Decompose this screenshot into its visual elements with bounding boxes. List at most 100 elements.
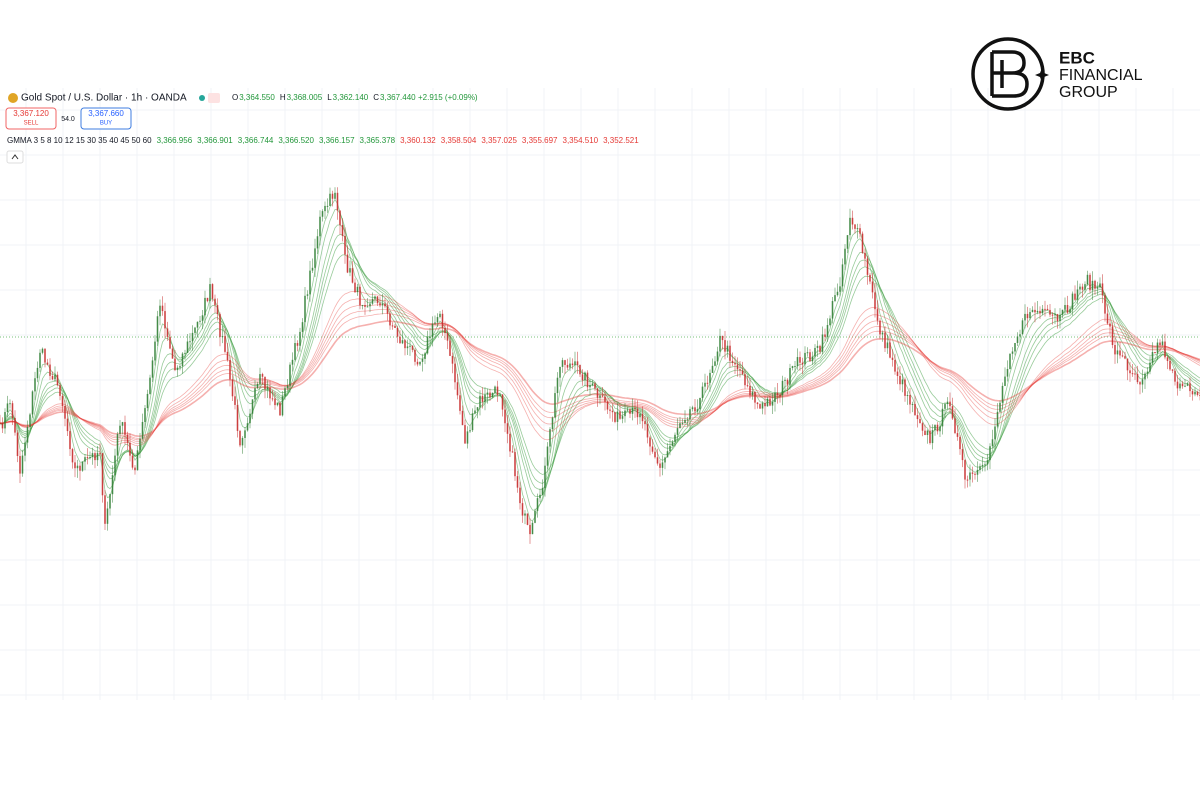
candle-body: [1016, 336, 1019, 343]
candle-body: [654, 451, 656, 458]
candle-body: [624, 410, 626, 417]
candle-body: [426, 337, 429, 354]
candle-body: [129, 442, 131, 456]
candle-body: [954, 418, 956, 434]
candle-body: [1044, 308, 1046, 310]
candle-body: [69, 431, 71, 450]
candle-body: [871, 281, 874, 293]
candle-body: [546, 446, 549, 466]
indicator-value: 3,352.521: [603, 136, 639, 145]
candle-body: [306, 294, 309, 296]
candle-body: [599, 395, 601, 398]
candle-body: [781, 380, 784, 396]
candle-body: [469, 430, 471, 432]
candle-body: [541, 487, 544, 495]
candle-body: [996, 411, 999, 427]
candle-body: [1074, 293, 1076, 300]
candle-body: [169, 336, 171, 349]
candle-body: [454, 363, 456, 383]
candle-body: [651, 446, 654, 452]
candle-body: [839, 286, 841, 292]
candle-body: [221, 336, 224, 338]
candle-body: [814, 347, 816, 357]
candle-body: [276, 402, 279, 406]
candle-body: [269, 387, 271, 399]
candle-body: [1056, 314, 1059, 322]
candle-body: [746, 385, 749, 387]
candle-body: [156, 316, 159, 342]
candle-body: [1081, 286, 1084, 290]
candle-body: [556, 377, 559, 394]
candle-body: [124, 422, 126, 435]
candle-body: [896, 371, 899, 376]
candle-body: [821, 334, 824, 352]
candle-body: [774, 392, 776, 403]
candle-body: [551, 417, 554, 430]
candle-body: [659, 463, 661, 468]
candle-body: [464, 425, 466, 444]
candle-body: [891, 357, 894, 360]
candle-body: [76, 465, 79, 469]
candle-body: [301, 322, 304, 332]
candle-body: [706, 382, 709, 384]
candle-body: [359, 286, 361, 306]
logo-line1: FINANCIAL: [1059, 67, 1143, 84]
candle-body: [296, 343, 299, 346]
candle-body: [559, 366, 561, 378]
candle-body: [369, 303, 371, 307]
candle-body: [674, 434, 676, 442]
candle-body: [59, 385, 61, 396]
candle-body: [234, 396, 236, 405]
ohlc-value: 3,364.550: [239, 93, 275, 102]
candle-body: [391, 325, 394, 327]
candle-body: [236, 404, 239, 431]
candle-body: [649, 437, 651, 447]
candle-body: [106, 508, 109, 524]
candle-body: [641, 413, 644, 422]
candle-body: [451, 355, 454, 364]
collapse-button[interactable]: [6, 150, 24, 164]
ma-line: [0, 304, 1200, 442]
candle-body: [329, 193, 331, 206]
candle-body: [689, 409, 691, 420]
candle-body: [339, 210, 341, 225]
logo-line2: GROUP: [1059, 84, 1118, 101]
sell-label: SELL: [24, 121, 39, 127]
candle-body: [506, 423, 509, 434]
candle-body: [784, 379, 786, 381]
candle-body: [859, 228, 861, 234]
candle-body: [621, 416, 624, 419]
candle-body: [371, 298, 374, 304]
indicator-value: 3,366.744: [238, 136, 274, 145]
candle-body: [486, 392, 489, 395]
candle-body: [291, 359, 294, 365]
candle-body: [661, 462, 664, 468]
candle-body: [1186, 383, 1189, 386]
ohlc: O 3,364.550 H 3,368.005 L 3,362.140 C 3,367.440: [232, 93, 416, 102]
candle-body: [264, 376, 266, 390]
candle-body: [1174, 370, 1176, 382]
candle-body: [1039, 310, 1041, 314]
candle-body: [834, 295, 836, 302]
candle-body: [189, 341, 191, 343]
candle-body: [819, 345, 821, 352]
candle-body: [1136, 373, 1139, 383]
candle-body: [154, 341, 156, 361]
candle-body: [149, 377, 151, 394]
candle-body: [186, 341, 189, 353]
chart-grid: [0, 88, 1200, 700]
candle-body: [536, 498, 539, 511]
candle-body: [166, 328, 169, 337]
candle-body: [629, 409, 631, 414]
candle-body: [421, 358, 424, 362]
indicator-value: 3,354.510: [563, 136, 599, 145]
sell-button[interactable]: [5, 107, 57, 130]
candle-body: [164, 311, 166, 329]
candle-body: [461, 410, 464, 426]
candle-body: [1086, 274, 1089, 285]
candle-body: [926, 430, 929, 436]
candle-body: [776, 392, 779, 396]
buy-button[interactable]: [80, 107, 132, 130]
candle-body: [259, 374, 261, 384]
candle-body: [811, 356, 814, 362]
